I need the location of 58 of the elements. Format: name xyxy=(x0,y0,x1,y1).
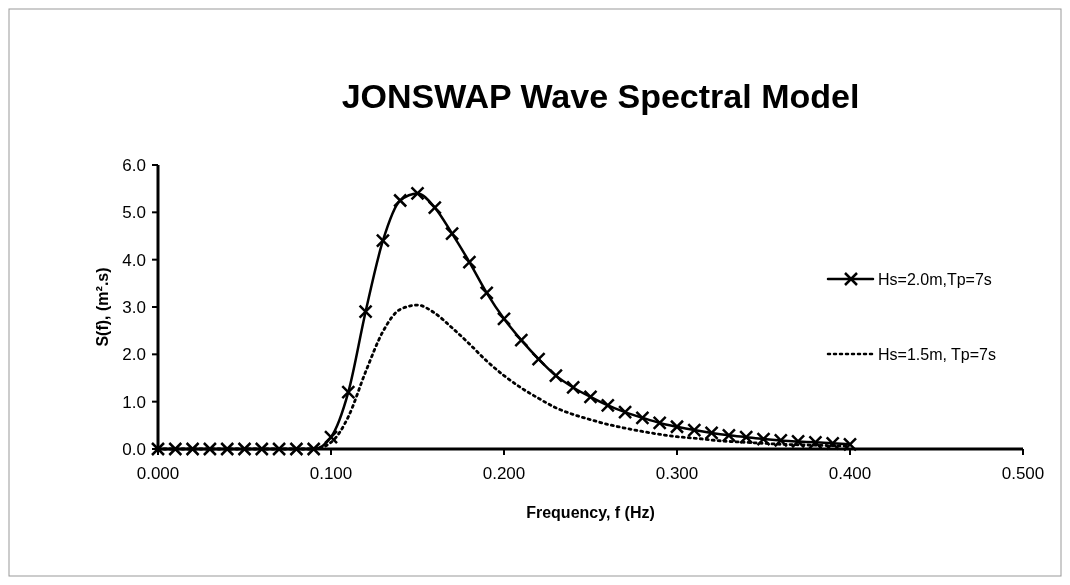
point xyxy=(496,311,512,327)
point xyxy=(721,428,737,443)
point xyxy=(635,410,650,426)
y-tick-label: 1.0 xyxy=(122,392,146,412)
point xyxy=(462,254,477,270)
point xyxy=(600,398,616,413)
point xyxy=(254,441,270,457)
point xyxy=(237,441,252,457)
x-tick-label: 0.100 xyxy=(309,464,353,483)
point xyxy=(427,200,443,215)
y-tick-label: 3.0 xyxy=(122,297,146,317)
point xyxy=(617,404,633,420)
point xyxy=(738,429,754,445)
point xyxy=(479,285,494,301)
point xyxy=(150,441,166,457)
point xyxy=(289,441,304,457)
point xyxy=(790,434,806,449)
point xyxy=(392,193,408,208)
x-tick-label: 0.400 xyxy=(828,464,872,483)
point xyxy=(375,233,391,248)
point xyxy=(687,422,702,438)
point xyxy=(306,441,321,457)
x-tick-label: 0.300 xyxy=(655,464,699,483)
y-tick-label: 5.0 xyxy=(122,203,146,223)
y-tick-label: 6.0 xyxy=(122,155,146,175)
point xyxy=(583,389,598,405)
point xyxy=(704,425,719,441)
x-tick-label: 0.200 xyxy=(482,464,526,483)
point xyxy=(808,435,823,450)
chart-title: JONSWAP Wave Spectral Model xyxy=(341,77,860,115)
point xyxy=(531,351,546,367)
point xyxy=(271,441,287,457)
x-tick-label: 0.500 xyxy=(1001,464,1045,483)
y-tick-label: 4.0 xyxy=(122,250,146,270)
point xyxy=(323,429,339,445)
point xyxy=(548,368,564,383)
y-tick-label: 0.0 xyxy=(122,439,146,459)
point xyxy=(565,380,581,395)
x-axis-title: Frequency, f (Hz) xyxy=(526,504,655,521)
point xyxy=(669,419,685,434)
point xyxy=(773,433,789,448)
point xyxy=(410,186,425,201)
legend-label: Hs=2.0m,Tp=7s xyxy=(878,270,992,288)
point xyxy=(219,441,235,457)
point xyxy=(652,415,667,431)
y-axis-title: S(f), (m².s) xyxy=(94,267,111,347)
point xyxy=(825,436,840,451)
point xyxy=(756,431,771,447)
point xyxy=(168,441,183,457)
point xyxy=(514,332,529,348)
point xyxy=(185,441,200,457)
point xyxy=(341,384,356,400)
legend-label: Hs=1.5m, Tp=7s xyxy=(878,345,996,363)
point xyxy=(202,441,218,457)
x-tick-label: 0.000 xyxy=(136,464,180,483)
y-tick-label: 2.0 xyxy=(122,345,146,365)
point xyxy=(444,226,460,241)
point xyxy=(358,304,373,319)
